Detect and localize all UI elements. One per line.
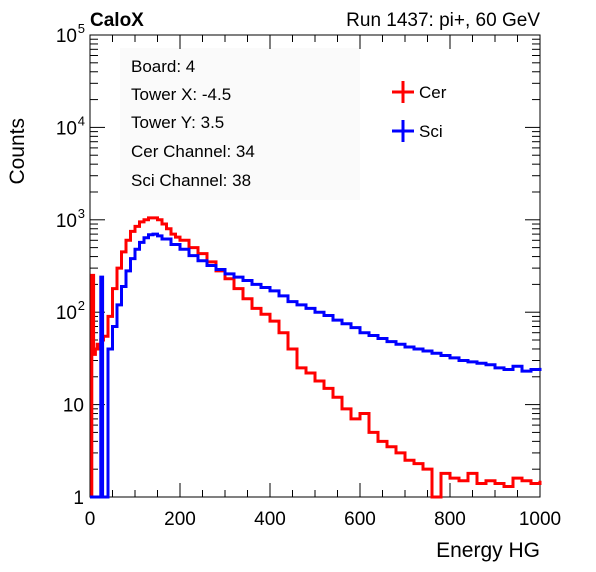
legend: Cer Sci [392, 81, 447, 142]
info-box: Board: 4 Tower X: -4.5 Tower Y: 3.5 Cer … [120, 48, 360, 200]
info-board: Board: 4 [131, 57, 195, 76]
x-tick-label: 800 [434, 509, 466, 530]
y-tick-label: 10 [56, 26, 77, 47]
x-tick-label: 400 [254, 509, 286, 530]
info-sci-channel: Sci Channel: 38 [131, 171, 251, 190]
x-axis-label: Energy HG [436, 539, 540, 562]
x-tick-label: 1000 [519, 509, 561, 530]
calox-label: CaloX [90, 10, 144, 31]
series-cer-line [90, 216, 542, 499]
series-layer [90, 216, 542, 499]
y-tick-exponent: 5 [78, 21, 85, 36]
y-tick-exponent: 3 [78, 206, 85, 221]
info-tower-y: Tower Y: 3.5 [131, 113, 224, 132]
y-tick-exponent: 4 [78, 113, 85, 128]
legend-entry-cer: Cer [392, 81, 447, 103]
y-tick-label: 10 [63, 396, 84, 417]
series-sci-line [90, 232, 542, 499]
x-tick-label: 600 [344, 509, 376, 530]
legend-cer-label: Cer [419, 83, 447, 102]
y-axis-label: Counts [6, 118, 29, 185]
y-tick-label: 10 [56, 211, 77, 232]
info-cer-channel: Cer Channel: 34 [131, 142, 255, 161]
x-tick-label: 200 [164, 509, 196, 530]
y-tick-exponent: 2 [78, 298, 85, 313]
y-tick-label: 1 [73, 488, 84, 509]
y-tick-label: 10 [56, 303, 77, 324]
run-info-label: Run 1437: pi+, 60 GeV [346, 10, 540, 31]
y-tick-label: 10 [56, 118, 77, 139]
info-tower-x: Tower X: -4.5 [131, 85, 231, 104]
legend-sci-label: Sci [419, 122, 443, 141]
legend-entry-sci: Sci [392, 120, 443, 142]
info-box-background [120, 48, 360, 200]
x-tick-label: 0 [85, 509, 96, 530]
